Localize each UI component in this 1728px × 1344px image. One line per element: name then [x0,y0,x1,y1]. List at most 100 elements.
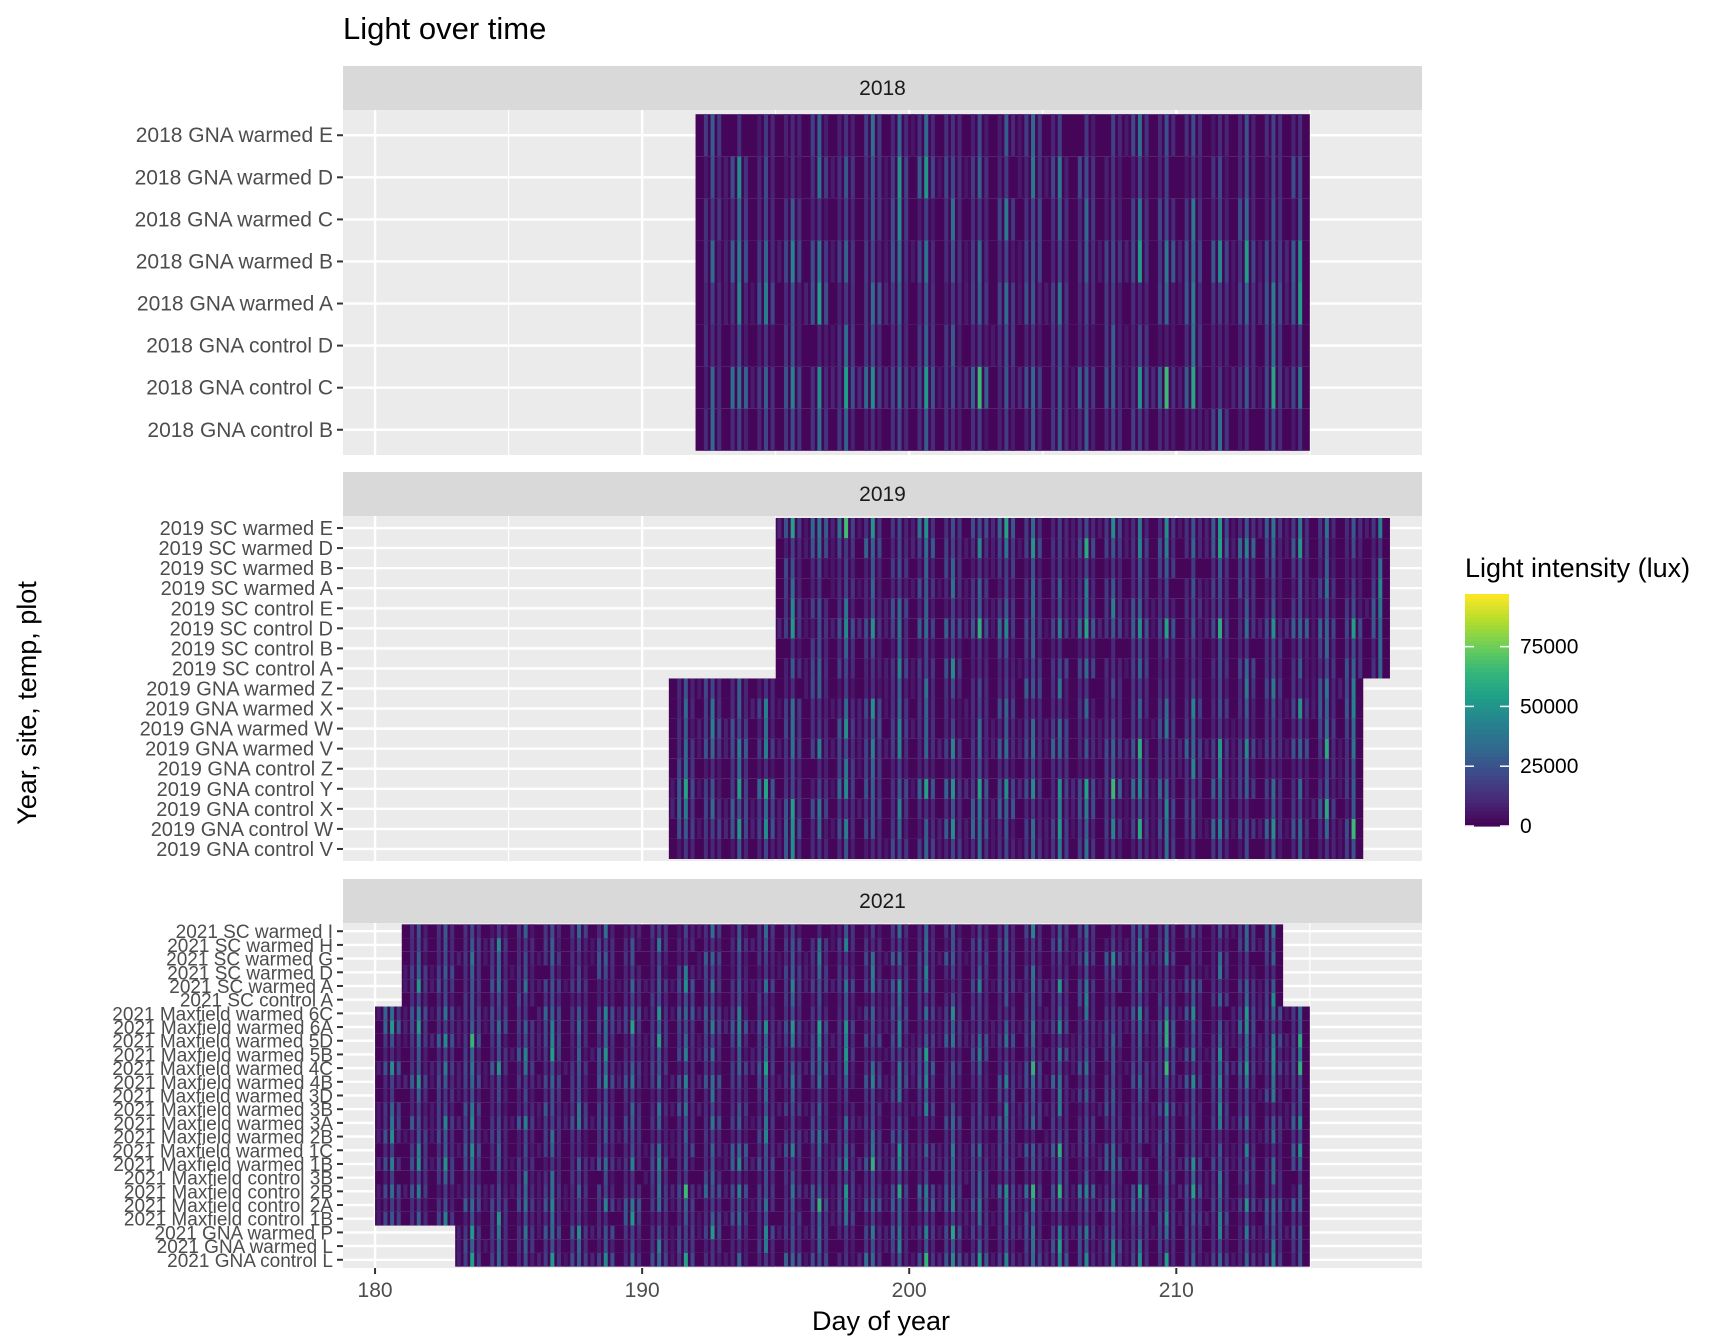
heatmap-cell [837,156,842,199]
heatmap-cell [870,1143,875,1158]
heatmap-cell [917,698,922,719]
heatmap-cell [703,366,708,409]
heatmap-cell [930,324,935,367]
heatmap-cell [1137,698,1142,719]
heatmap-cell [550,1047,555,1062]
heatmap-cell [1211,366,1216,409]
heatmap-row-2021-maxfield-warmed-5d [375,1033,1310,1048]
heatmap-cell [1238,156,1243,199]
heatmap-cell [964,598,969,619]
heatmap-cell [1057,1061,1062,1075]
heatmap-cell [950,758,955,779]
heatmap-cell [1004,240,1009,283]
heatmap-cell [1184,992,1189,1007]
heatmap-cell [476,1074,481,1089]
heatmap-cell [763,282,768,325]
heatmap-cell [763,1143,768,1158]
heatmap-cell [997,324,1002,367]
heatmap-cell [1251,1074,1256,1089]
heatmap-cell [597,938,602,952]
heatmap-cell [817,658,822,679]
heatmap-cell [623,1184,628,1199]
heatmap-cell [1264,818,1269,839]
heatmap-cell [924,1157,929,1171]
heatmap-cell [1031,1047,1036,1062]
heatmap-cell [717,1143,722,1158]
heatmap-cell [950,1198,955,1212]
heatmap-cell [1004,738,1009,759]
heatmap-cell [804,1061,809,1075]
heatmap-cell [1037,408,1042,451]
heatmap-cell [763,938,768,952]
heatmap-cell [877,1225,882,1240]
heatmap-cell [637,1239,642,1253]
heatmap-cell [944,838,949,859]
heatmap-cell [1084,938,1089,952]
heatmap-cell [1197,1239,1202,1253]
heatmap-cell [750,1116,755,1130]
heatmap-cell [1037,638,1042,659]
heatmap-cell [456,1239,461,1253]
heatmap-cell [784,1102,789,1117]
heatmap-cell [890,818,895,839]
heatmap-cell [897,1170,902,1185]
heatmap-cell [1011,1020,1016,1034]
heatmap-cell [730,324,735,367]
heatmap-cell [623,1252,628,1267]
heatmap-cell [730,678,735,699]
heatmap-cell [590,1225,595,1240]
heatmap-cell [930,1211,935,1226]
heatmap-cell [897,818,902,839]
heatmap-cell [410,1116,415,1130]
heatmap-cell [1131,558,1136,579]
heatmap-cell [443,1033,448,1048]
heatmap-cell [870,1074,875,1089]
heatmap-cell [1258,992,1263,1007]
heatmap-cell [950,818,955,839]
heatmap-cell [657,1157,662,1171]
heatmap-cell [1017,282,1022,325]
heatmap-cell [770,1170,775,1185]
heatmap-cell [924,758,929,779]
heatmap-cell [897,1033,902,1048]
heatmap-cell [763,1170,768,1185]
heatmap-cell [423,1006,428,1021]
heatmap-cell [870,1184,875,1199]
heatmap-cell [1184,1033,1189,1048]
facet-strip [343,66,1422,110]
heatmap-cell [804,951,809,966]
heatmap-cell [1004,1143,1009,1158]
heatmap-cell [470,979,475,993]
heatmap-cell [857,798,862,819]
heatmap-cell [1104,1033,1109,1048]
heatmap-cell [970,538,975,559]
heatmap-cell [410,1211,415,1226]
heatmap-cell [1071,578,1076,599]
heatmap-cell [944,738,949,759]
heatmap-cell [810,718,815,739]
heatmap-cell [1037,518,1042,539]
heatmap-cell [797,1074,802,1089]
heatmap-cell [884,198,889,241]
heatmap-cell [583,1211,588,1226]
heatmap-cell [590,1047,595,1062]
heatmap-cell [570,1129,575,1144]
heatmap-cell [1051,1047,1056,1062]
heatmap-cell [1244,538,1249,559]
y-tick-label: 2019 SC warmed D [158,538,333,560]
heatmap-cell [844,798,849,819]
heatmap-cell [677,818,682,839]
heatmap-cell [436,979,441,993]
heatmap-cell [830,818,835,839]
heatmap-cell [877,738,882,759]
heatmap-cell [1071,598,1076,619]
heatmap-cell [850,1020,855,1034]
heatmap-cell [1238,1047,1243,1062]
heatmap-cell [536,979,541,993]
heatmap-cell [503,951,508,966]
heatmap-cell [1177,282,1182,325]
heatmap-cell [784,979,789,993]
heatmap-cell [543,1033,548,1048]
heatmap-cell [416,1047,421,1062]
